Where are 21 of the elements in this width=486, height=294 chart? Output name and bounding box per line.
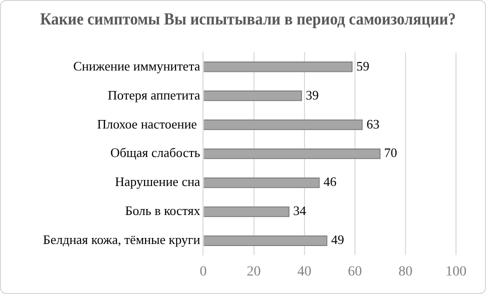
y-tick-label: Нарушение сна xyxy=(114,174,200,190)
x-tick-label: 60 xyxy=(348,264,362,280)
y-tick-label: Белдная кожа, тёмные круги xyxy=(42,232,200,248)
y-tick-label: Боль в костях xyxy=(125,203,201,218)
x-tick-label: 100 xyxy=(446,264,466,280)
chart-title: Какие симптомы Вы испытывали в период самоизоляции? xyxy=(40,10,456,29)
data-label: 63 xyxy=(366,116,380,132)
x-tick-label: 0 xyxy=(200,264,207,280)
x-tick-label: 20 xyxy=(246,264,261,280)
data-label: 34 xyxy=(293,203,307,218)
data-label: 46 xyxy=(323,174,337,190)
y-tick-label: Плохое настоение xyxy=(97,116,200,132)
y-tick-label: Снижение иммунитета xyxy=(73,58,200,74)
data-label: 39 xyxy=(306,87,319,102)
x-tick-label: 40 xyxy=(297,264,312,280)
data-label: 49 xyxy=(331,232,344,248)
data-label: 70 xyxy=(384,145,398,160)
y-tick-label: Потеря аппетита xyxy=(108,87,200,102)
y-tick-label: Общая слабость xyxy=(110,145,200,160)
data-label: 59 xyxy=(356,58,370,74)
x-tick-label: 80 xyxy=(398,264,412,280)
